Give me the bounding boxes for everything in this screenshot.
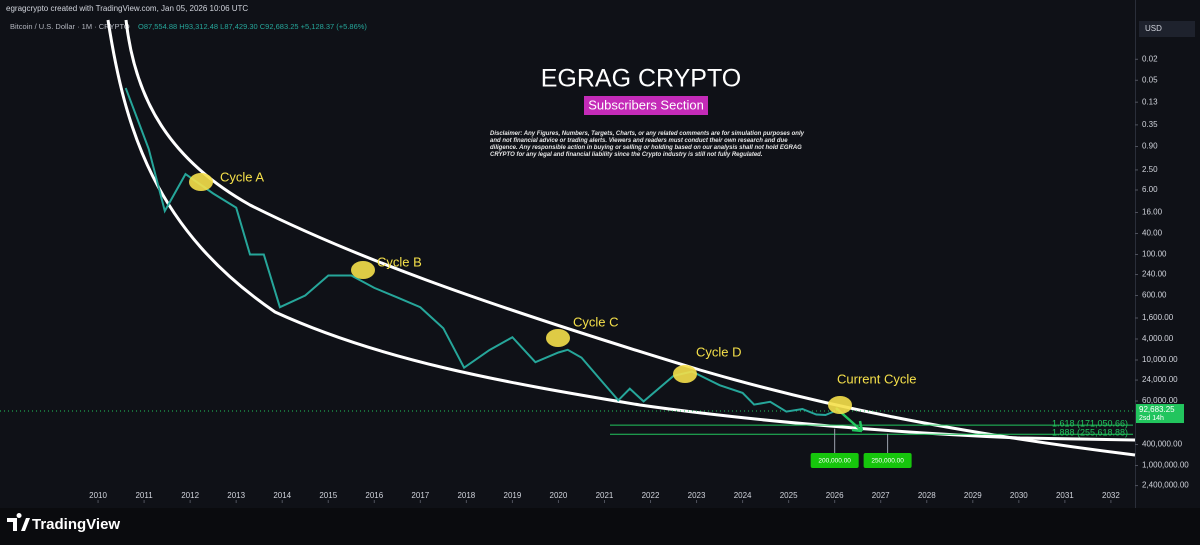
cycle-label: Cycle B xyxy=(377,254,422,269)
ohlc: O87,554.88 H93,312.48 L87,429.30 C92,683… xyxy=(138,22,367,31)
cycle-label: Current Cycle xyxy=(837,371,916,386)
subtitle-box xyxy=(584,96,708,115)
y-tick-label: 6.00 xyxy=(1142,185,1158,194)
logo-text: TradingView xyxy=(32,516,120,533)
x-tick-label: 2028 xyxy=(918,491,936,500)
currency: USD xyxy=(1145,24,1162,33)
x-tick-label: 2026 xyxy=(826,491,844,500)
y-tick-label: 60,000.00 xyxy=(1142,396,1178,405)
disclaimer: Disclaimer: Any Figures, Numbers, Target… xyxy=(490,131,804,158)
y-tick-label: 400,000.00 xyxy=(1142,440,1183,449)
y-tick-label: 24,000.00 xyxy=(1142,375,1178,384)
y-tick-label: 0.02 xyxy=(1142,54,1158,63)
y-tick-label: 0.13 xyxy=(1142,97,1158,106)
upper-curve xyxy=(124,19,1136,457)
overlay-subtitle: Subscribers Section xyxy=(588,97,704,112)
y-tick-label: 2,400,000.00 xyxy=(1142,481,1189,490)
cycle-marker xyxy=(673,365,697,383)
x-tick-label: 2011 xyxy=(135,491,153,500)
x-tick-label: 2016 xyxy=(365,491,383,500)
plot-background xyxy=(0,0,1200,508)
x-tick-label: 2013 xyxy=(227,491,245,500)
cycle-marker xyxy=(546,329,570,347)
y-tick-label: 0.35 xyxy=(1142,120,1158,129)
x-tick-label: 2030 xyxy=(1010,491,1028,500)
x-tick-label: 2029 xyxy=(964,491,982,500)
x-tick-label: 2012 xyxy=(181,491,199,500)
footer xyxy=(0,508,1200,545)
y-tick-label: 1,000,000.00 xyxy=(1142,461,1189,470)
y-tick-label: 0.90 xyxy=(1142,142,1158,151)
price-line xyxy=(124,87,836,417)
currency-box xyxy=(1139,21,1195,37)
cycle-marker xyxy=(828,396,852,414)
fib-label: 1.618 (171,050.66) xyxy=(1052,418,1128,428)
x-tick-label: 2025 xyxy=(780,491,798,500)
y-tick-label: 100.00 xyxy=(1142,250,1167,259)
x-tick-label: 2022 xyxy=(642,491,660,500)
x-tick-label: 2019 xyxy=(504,491,522,500)
x-tick-label: 2015 xyxy=(319,491,337,500)
y-tick-label: 2.50 xyxy=(1142,165,1158,174)
countdown: 2sd 14h xyxy=(1139,415,1164,422)
x-tick-label: 2018 xyxy=(457,491,475,500)
y-tick-label: 240.00 xyxy=(1142,270,1167,279)
lower-curve xyxy=(106,19,1136,442)
target-label: 250,000.00 xyxy=(871,458,904,465)
cycle-label: Cycle A xyxy=(220,169,264,184)
overlay-title: EGRAG CRYPTO xyxy=(541,65,742,93)
y-tick-label: 16.00 xyxy=(1142,208,1163,217)
x-tick-label: 2020 xyxy=(550,491,568,500)
target-box xyxy=(810,453,859,468)
x-tick-label: 2017 xyxy=(411,491,429,500)
price-label-box xyxy=(1136,404,1184,424)
logo-mark xyxy=(7,513,30,531)
x-tick-label: 2010 xyxy=(89,491,107,500)
x-tick-label: 2014 xyxy=(273,491,291,500)
symbol: Bitcoin / U.S. Dollar · 1M · CRYPTO xyxy=(10,22,130,31)
cycle-label: Cycle C xyxy=(573,314,619,329)
target-label: 200,000.00 xyxy=(818,458,851,465)
price-label: 92,683.25 xyxy=(1139,405,1175,414)
x-tick-label: 2031 xyxy=(1056,491,1074,500)
header: egragcrypto created with TradingView.com… xyxy=(6,4,248,13)
x-tick-label: 2021 xyxy=(596,491,614,500)
target-box xyxy=(863,453,912,468)
cycle-marker xyxy=(189,173,213,191)
y-tick-label: 0.05 xyxy=(1142,75,1158,84)
fib-label: 1.888 (255,618.88) xyxy=(1052,428,1128,438)
y-tick-label: 40.00 xyxy=(1142,229,1163,238)
x-tick-label: 2024 xyxy=(734,491,752,500)
x-tick-label: 2032 xyxy=(1102,491,1120,500)
cycle-marker xyxy=(351,261,375,279)
cycle-label: Cycle D xyxy=(696,344,742,359)
y-tick-label: 600.00 xyxy=(1142,291,1167,300)
x-tick-label: 2027 xyxy=(872,491,890,500)
y-tick-label: 10,000.00 xyxy=(1142,355,1178,364)
y-tick-label: 4,000.00 xyxy=(1142,334,1174,343)
y-tick-label: 1,600.00 xyxy=(1142,313,1174,322)
x-tick-label: 2023 xyxy=(688,491,706,500)
